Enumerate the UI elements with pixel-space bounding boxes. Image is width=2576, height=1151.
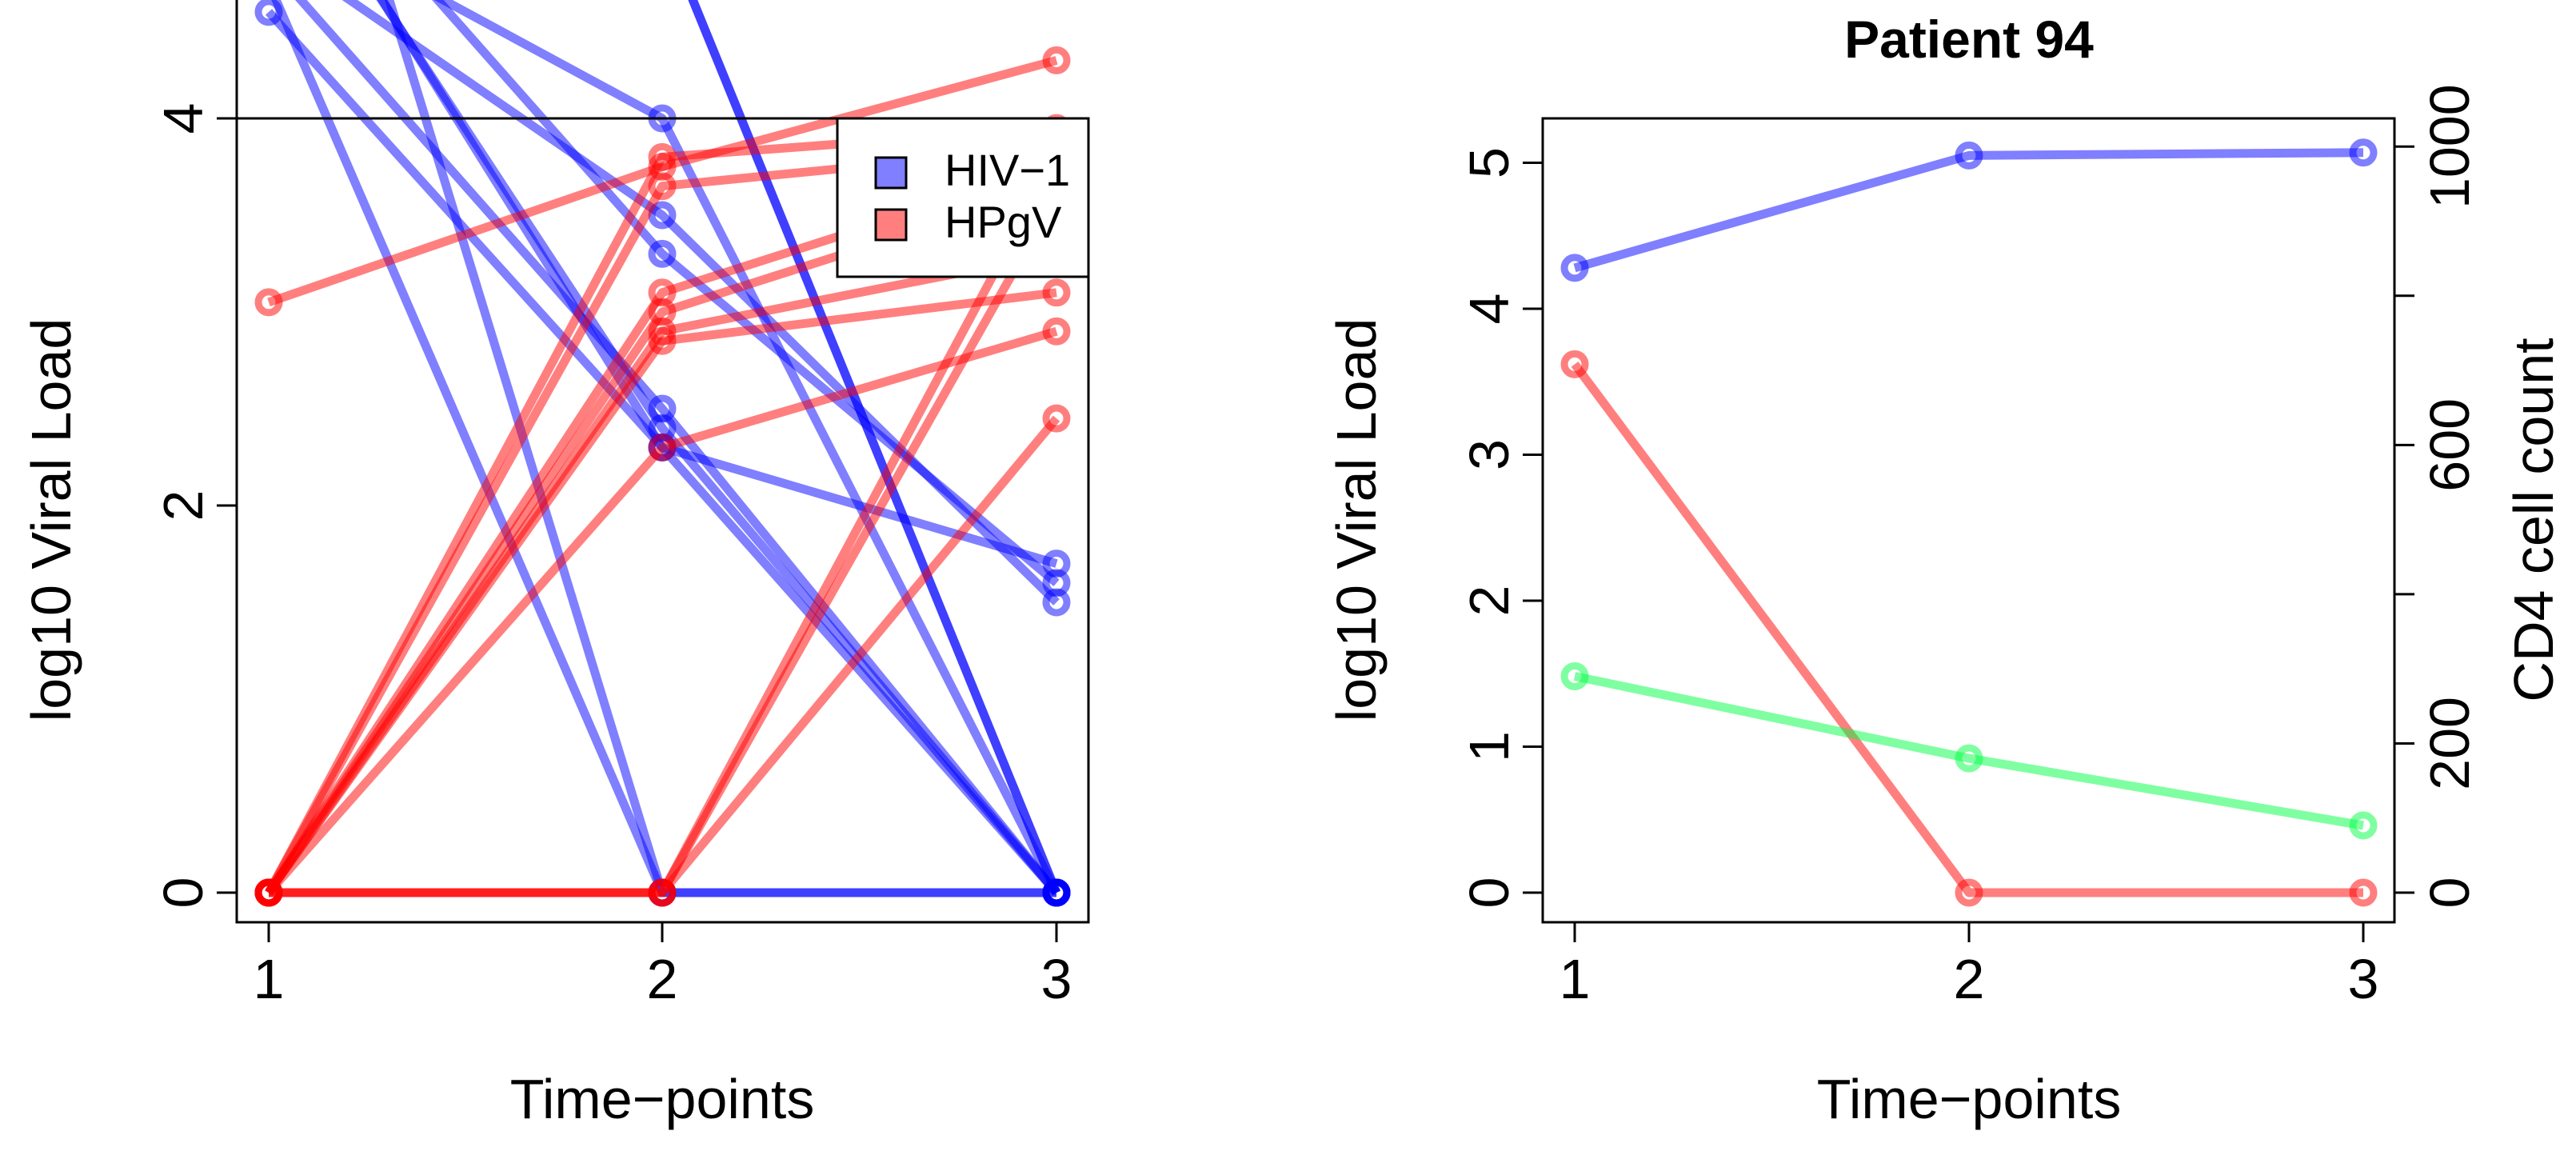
legend-swatch-hpgv (874, 208, 908, 242)
left-x-tick-label: 3 (1041, 948, 1072, 1010)
legend-box (836, 117, 1090, 278)
left-point-hpgv (1042, 404, 1071, 433)
left-y-tick-label: 2 (152, 490, 214, 522)
right-y2-tick-label: 1000 (2418, 84, 2481, 209)
right-y-tick-label: 5 (1458, 147, 1520, 178)
left-point-hpgv (1042, 317, 1071, 346)
left-point-hiv (1042, 588, 1071, 617)
right-series-layer (1560, 138, 2378, 907)
right-y2-tick-label: 0 (2418, 877, 2481, 909)
right-x-tick-label: 3 (2348, 948, 2379, 1010)
left-point-hpgv (254, 288, 283, 317)
left-point-hiv (1042, 550, 1071, 578)
left-point-hiv (648, 201, 677, 230)
right-x-tick-label: 2 (1954, 948, 1985, 1010)
left-point-hpgv (648, 142, 677, 171)
left-point-hpgv (648, 326, 677, 355)
right-point-hiv (1955, 141, 1983, 170)
left-y-axis-label: log10 Viral Load (20, 318, 82, 722)
left-x-tick-label: 2 (647, 948, 678, 1010)
right-point-hpgv (2349, 878, 2378, 907)
right-chart: Patient 94 1 2 3 0 1 2 3 4 5 0 200 600 1000 Time−poi… (1325, 10, 2565, 1130)
right-chart-title: Patient 94 (1844, 10, 2094, 69)
right-y2-tick-label: 200 (2418, 697, 2481, 790)
right-point-hpgv (1955, 878, 1983, 907)
left-axes: 1230246 (152, 0, 1072, 1010)
right-point-cd4 (1955, 744, 1983, 773)
legend-label-hpgv: HPgV (945, 197, 1062, 247)
left-point-hpgv (1042, 46, 1071, 74)
left-y-tick-label: 4 (152, 103, 214, 134)
right-point-hiv (2349, 138, 2378, 167)
left-series-line-hpgv (265, 288, 1057, 896)
right-point-hiv (1560, 254, 1589, 282)
left-point-hpgv (254, 878, 283, 907)
left-point-hpgv (648, 172, 677, 201)
right-series-line-hiv (1573, 148, 2364, 273)
left-series-layer (254, 0, 1071, 907)
right-axes: 1 2 3 0 1 2 3 4 5 0 200 600 1000 (1458, 84, 2481, 1010)
left-point-hiv (1042, 878, 1071, 907)
right-x-axis-label: Time−points (1817, 1068, 2122, 1130)
right-y-tick-label: 3 (1458, 439, 1520, 470)
left-x-tick-label: 1 (254, 948, 285, 1010)
right-y-axis-label: log10 Viral Load (1325, 318, 1388, 722)
left-chart: 1230246 HIV−1 HPgV Time−points log10 Vir… (20, 0, 1090, 1130)
left-series-line-hiv (294, 0, 1060, 896)
legend-swatch-hiv (874, 156, 908, 190)
right-point-cd4 (2349, 811, 2378, 840)
right-y2-axis-label: CD4 cell count (2502, 338, 2565, 701)
left-point-hpgv (1042, 278, 1071, 307)
right-series-line-cd4 (1573, 672, 2364, 830)
right-y-tick-label: 1 (1458, 731, 1520, 762)
left-x-axis-label: Time−points (510, 1068, 815, 1130)
right-x-tick-label: 1 (1560, 948, 1591, 1010)
left-series-line-hiv (341, 0, 1060, 605)
right-y-tick-label: 4 (1458, 294, 1520, 325)
left-point-hiv (648, 394, 677, 423)
left-legend: HIV−1 HPgV (836, 117, 1090, 278)
right-y2-tick-label: 600 (2418, 398, 2481, 492)
right-point-cd4 (1560, 661, 1589, 690)
left-point-hiv (648, 239, 677, 268)
left-point-hiv (254, 0, 283, 26)
right-y-tick-label: 2 (1458, 585, 1520, 617)
left-series-line-hpgv (265, 326, 1058, 896)
right-y-tick-label: 0 (1458, 877, 1520, 909)
left-series-line-hpgv (269, 415, 1060, 897)
left-point-hpgv (648, 878, 677, 907)
left-y-tick-label: 0 (152, 877, 214, 909)
legend-label-hiv: HIV−1 (945, 145, 1070, 195)
left-point-hpgv (648, 433, 677, 462)
right-series-line-hpgv (1571, 362, 2363, 897)
right-point-hpgv (1560, 350, 1589, 378)
